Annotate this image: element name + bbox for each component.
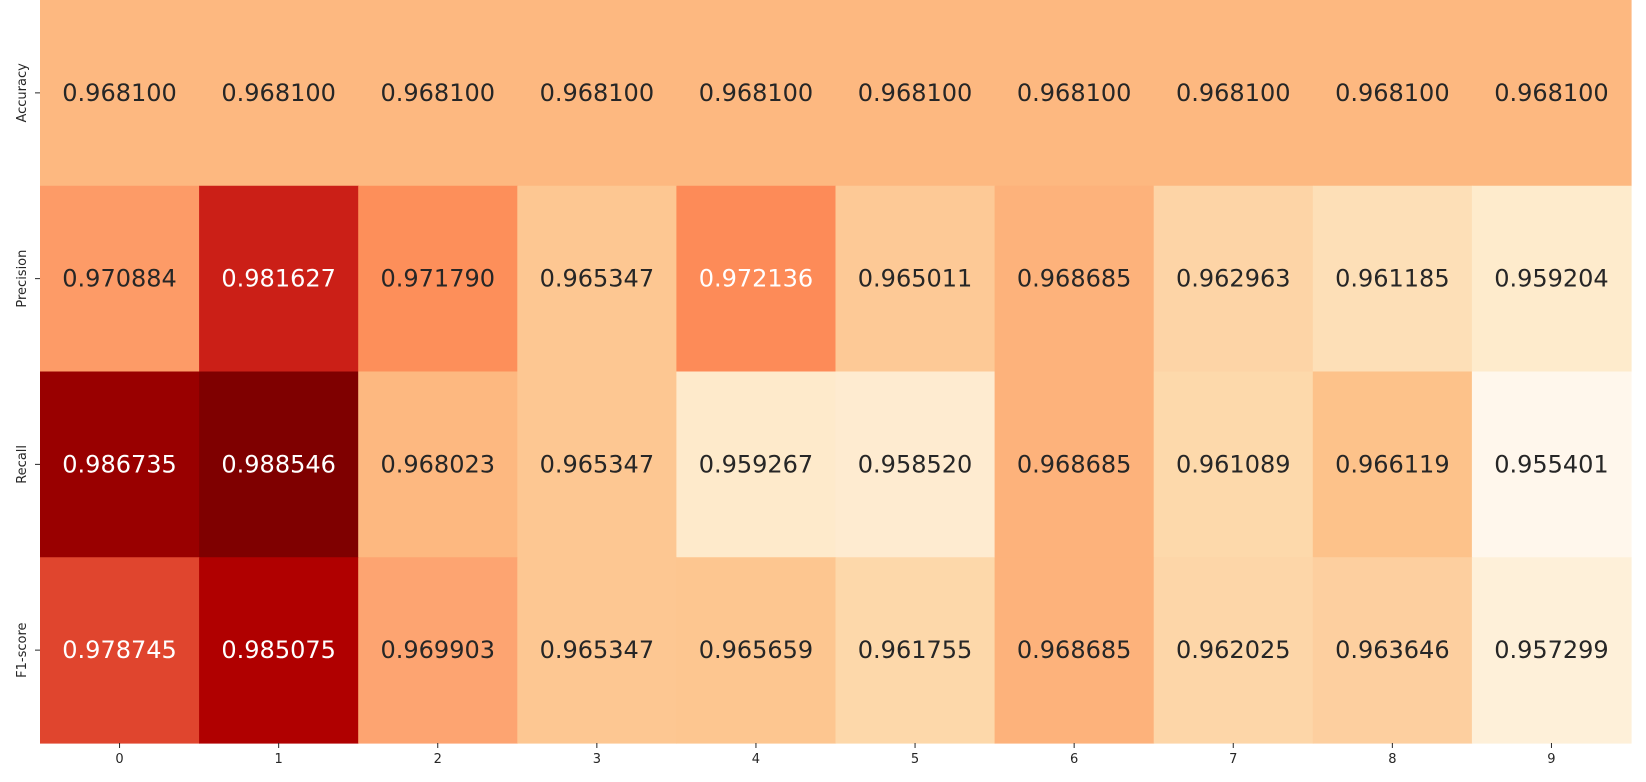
cell-value-label: 0.963646 (1335, 636, 1450, 664)
x-tick-label: 4 (752, 752, 760, 767)
x-tick-label: 3 (593, 752, 601, 767)
heatmap-cell (199, 371, 359, 558)
cell-value-label: 0.968100 (380, 79, 495, 107)
heatmap-cell (1312, 0, 1473, 187)
heatmap-cell (40, 185, 200, 373)
x-tick-label: 1 (275, 752, 283, 767)
cell-value-label: 0.970884 (62, 265, 177, 293)
heatmap-cell (994, 371, 1155, 558)
heatmap-cell (994, 0, 1155, 187)
cell-value-label: 0.968100 (1335, 79, 1450, 107)
x-tick-label: 8 (1388, 752, 1396, 767)
cell-value-label: 0.968100 (1494, 79, 1609, 107)
heatmap-cells (40, 0, 1632, 744)
cell-value-label: 0.986735 (62, 450, 177, 478)
heatmap-cell (835, 557, 996, 744)
cell-value-label: 0.978745 (62, 636, 177, 664)
cell-value-label: 0.961089 (1176, 450, 1291, 478)
heatmap-cell (676, 0, 837, 187)
heatmap-cell (1471, 371, 1632, 558)
cell-value-label: 0.965347 (540, 265, 655, 293)
heatmap-cell (517, 557, 677, 744)
x-tick-label: 9 (1547, 752, 1555, 767)
heatmap-cell (199, 185, 359, 373)
cell-value-label: 0.965659 (699, 636, 814, 664)
y-tick-label: Precision (15, 250, 30, 308)
cell-value-label: 0.959267 (699, 450, 814, 478)
cell-value-label: 0.965011 (858, 265, 973, 293)
cell-value-label: 0.968100 (221, 79, 336, 107)
heatmap-cell (1153, 0, 1314, 187)
cell-value-label: 0.968100 (540, 79, 655, 107)
x-axis: 0 1 2 3 4 5 6 7 8 9 (115, 743, 1556, 767)
heatmap-cell (1312, 371, 1473, 558)
cell-value-label: 0.965347 (540, 450, 655, 478)
heatmap-cell (517, 0, 677, 187)
heatmap-cell (1312, 557, 1473, 744)
cell-value-label: 0.968685 (1017, 265, 1132, 293)
cell-value-label: 0.968685 (1017, 636, 1132, 664)
cell-value-label: 0.969903 (380, 636, 495, 664)
cell-value-label: 0.962963 (1176, 265, 1291, 293)
y-tick-label: Accuracy (15, 63, 30, 123)
heatmap-cell (676, 557, 837, 744)
heatmap-cell (1471, 185, 1632, 373)
heatmap-cell (358, 0, 518, 187)
heatmap-cell (1153, 185, 1314, 373)
heatmap-cell (1153, 557, 1314, 744)
heatmap-cell (676, 185, 837, 373)
cell-value-label: 0.981627 (221, 265, 336, 293)
x-tick-label: 2 (434, 752, 442, 767)
x-tick-label: 6 (1070, 752, 1078, 767)
cell-value-label: 0.961185 (1335, 265, 1450, 293)
cell-value-label: 0.988546 (221, 450, 336, 478)
heatmap-cell (835, 0, 996, 187)
cell-value-label: 0.971790 (380, 265, 495, 293)
heatmap-cell (517, 371, 677, 558)
heatmap-cell (994, 557, 1155, 744)
heatmap-cell (358, 185, 518, 373)
cell-value-label: 0.957299 (1494, 636, 1609, 664)
cell-value-label: 0.962025 (1176, 636, 1291, 664)
cell-value-label: 0.961755 (858, 636, 973, 664)
heatmap-cell (1312, 185, 1473, 373)
cell-value-label: 0.968100 (699, 79, 814, 107)
cell-value-label: 0.968100 (1176, 79, 1291, 107)
cell-value-label: 0.965347 (540, 636, 655, 664)
heatmap-cell (517, 185, 677, 373)
heatmap-cell (40, 557, 200, 744)
x-tick-label: 5 (911, 752, 919, 767)
heatmap-cell (40, 371, 200, 558)
cell-value-label: 0.985075 (221, 636, 336, 664)
heatmap-cell (835, 185, 996, 373)
cell-value-label: 0.968100 (62, 79, 177, 107)
x-tick-label: 7 (1229, 752, 1237, 767)
cell-value-label: 0.959204 (1494, 265, 1609, 293)
y-tick-label: Recall (15, 445, 30, 484)
cell-value-label: 0.968100 (858, 79, 973, 107)
x-tick-label: 0 (115, 752, 123, 767)
cell-value-label: 0.955401 (1494, 450, 1609, 478)
heatmap-cell (40, 0, 200, 187)
heatmap-cell (358, 557, 518, 744)
y-axis: Accuracy Precision Recall F1-score (15, 63, 40, 678)
y-tick-label: F1-score (15, 622, 30, 677)
heatmap-cell (199, 0, 359, 187)
heatmap-cell (1471, 0, 1632, 187)
heatmap-cell (1153, 371, 1314, 558)
cell-value-label: 0.968685 (1017, 450, 1132, 478)
heatmap-cell (1471, 557, 1632, 744)
cell-value-label: 0.966119 (1335, 450, 1450, 478)
cell-value-label: 0.972136 (699, 265, 814, 293)
heatmap-cell (994, 185, 1155, 373)
heatmap-cell (358, 371, 518, 558)
cell-value-labels: 0.968100 0.968100 0.968100 0.968100 0.968100… (62, 79, 1608, 664)
cell-value-label: 0.958520 (858, 450, 973, 478)
heatmap-cell (676, 371, 837, 558)
heatmap-cell (199, 557, 359, 744)
heatmap-cell (835, 371, 996, 558)
cell-value-label: 0.968100 (1017, 79, 1132, 107)
cell-value-label: 0.968023 (380, 450, 495, 478)
